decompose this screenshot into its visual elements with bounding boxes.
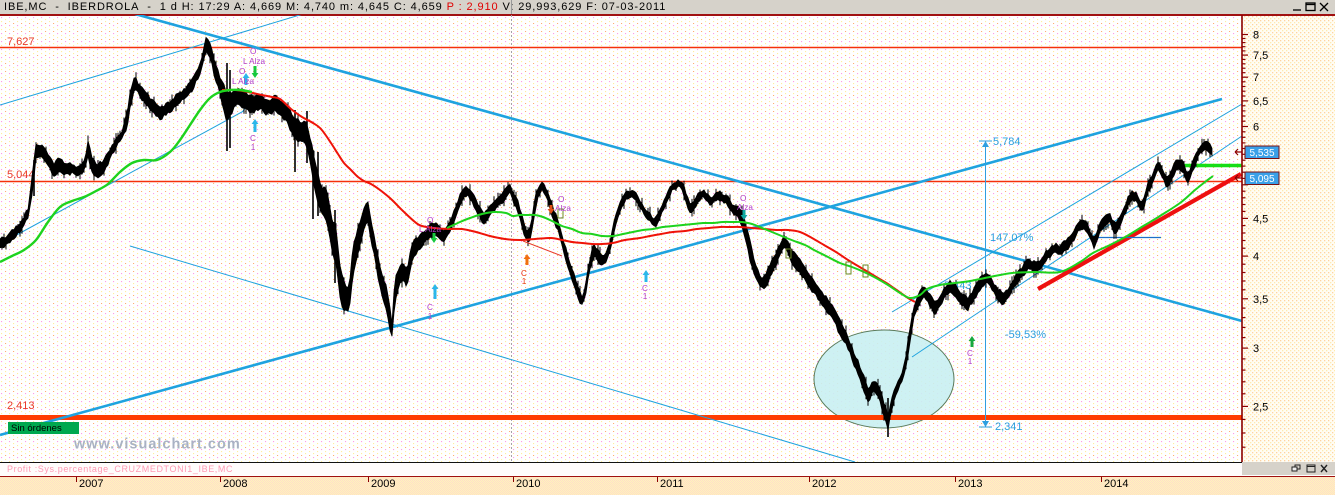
svg-text:1: 1 [643, 292, 648, 301]
svg-text:O: O [558, 195, 564, 204]
svg-text:5,044: 5,044 [7, 169, 35, 181]
svg-text:O: O [250, 47, 256, 56]
svg-text:Alza: Alza [737, 203, 753, 212]
svg-text:C: C [967, 349, 973, 358]
svg-text:1: 1 [428, 312, 433, 321]
svg-text:4,5: 4,5 [1253, 213, 1268, 225]
svg-text:Alza: Alza [555, 204, 571, 213]
svg-text:O: O [740, 194, 746, 203]
svg-text:1: 1 [251, 143, 256, 152]
svg-text:2,5: 2,5 [1253, 401, 1268, 413]
svg-text:L Alza: L Alza [232, 77, 254, 86]
svg-text:2,341: 2,341 [995, 421, 1023, 433]
svg-text:5,784: 5,784 [993, 136, 1021, 148]
svg-text:8: 8 [1253, 30, 1259, 42]
svg-text:C: C [250, 134, 256, 143]
svg-text:O: O [427, 216, 433, 225]
svg-text:O: O [239, 67, 245, 76]
svg-text:Sin órdenes: Sin órdenes [11, 423, 62, 434]
svg-text:C: C [427, 303, 433, 312]
svg-text:C: C [642, 284, 648, 293]
svg-text:4: 4 [1253, 251, 1259, 263]
svg-text:7: 7 [1253, 72, 1259, 84]
svg-text:-59,53%: -59,53% [1005, 329, 1046, 341]
svg-text:1: 1 [968, 357, 973, 366]
svg-text:7,5: 7,5 [1253, 50, 1268, 62]
svg-text:147,07%: 147,07% [990, 232, 1034, 244]
svg-text:5,535: 5,535 [1249, 148, 1274, 159]
svg-text:3: 3 [1253, 343, 1259, 355]
svg-text:7,627: 7,627 [7, 36, 35, 48]
svg-text:L Alza: L Alza [419, 225, 441, 234]
svg-text:2,413: 2,413 [7, 400, 35, 412]
svg-text:3,5: 3,5 [1253, 294, 1268, 306]
svg-text:L Alza: L Alza [243, 57, 265, 66]
svg-text:6,5: 6,5 [1253, 96, 1268, 108]
svg-text:5,095: 5,095 [1249, 174, 1274, 185]
svg-text:www.visualchart.com: www.visualchart.com [73, 437, 241, 453]
svg-text:C: C [521, 269, 527, 278]
svg-text:6: 6 [1253, 121, 1259, 133]
svg-text:1: 1 [522, 277, 527, 286]
